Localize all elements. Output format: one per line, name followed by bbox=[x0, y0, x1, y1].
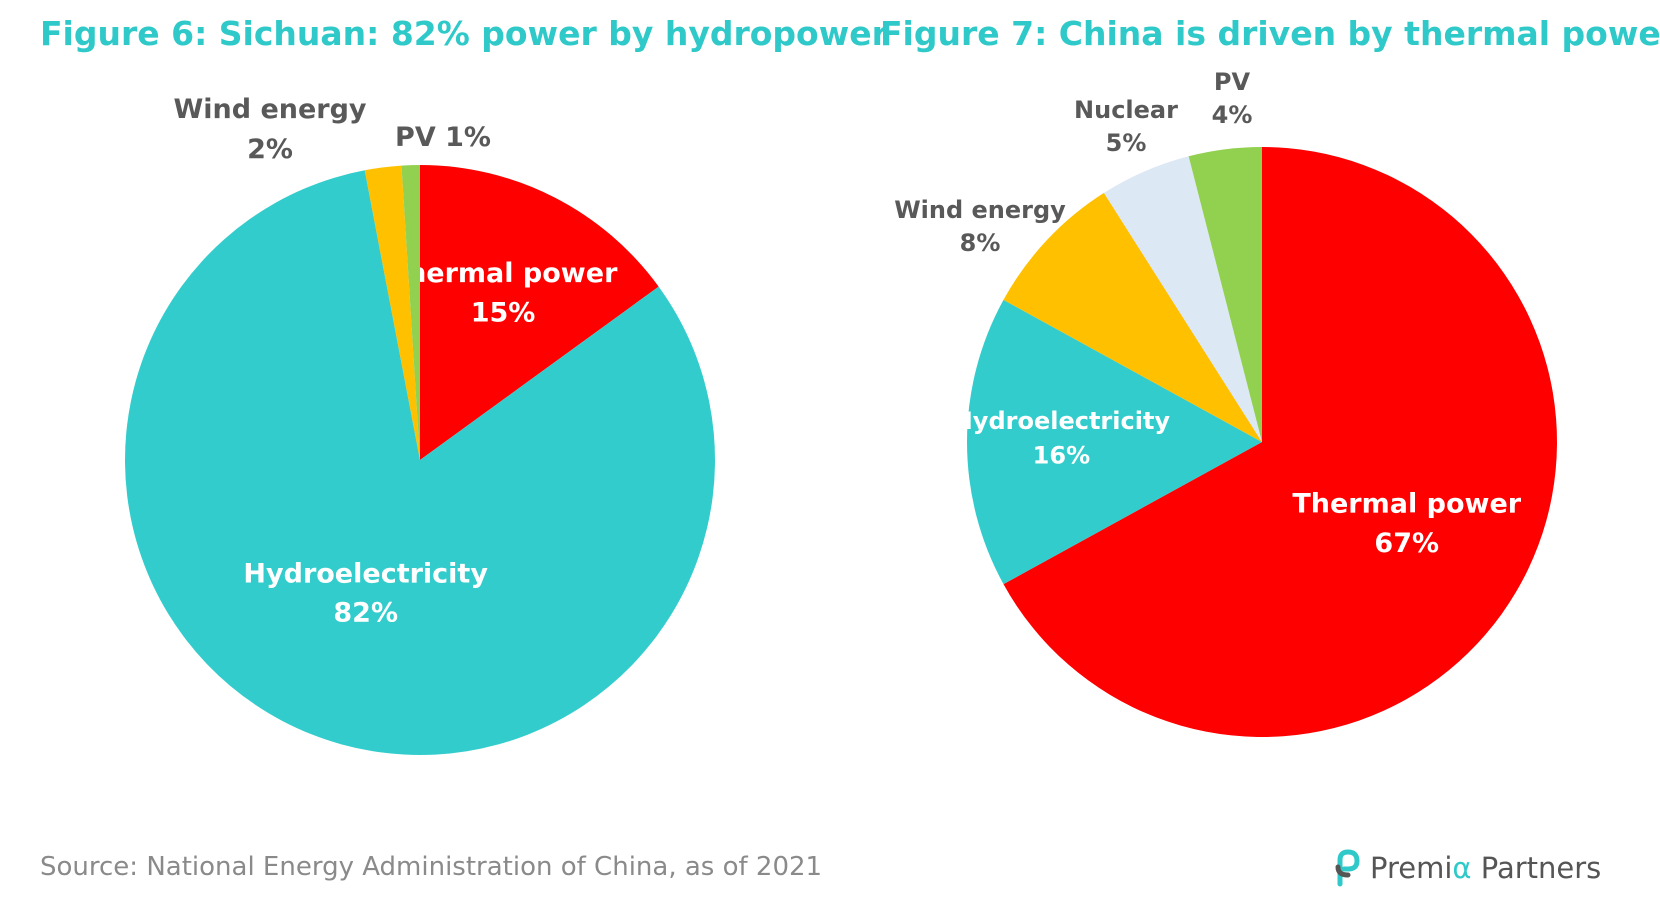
pie-chart-figure-6: Thermal power 15% Hydroelectricity 82% Wind … bbox=[125, 94, 716, 756]
label-hydroelectricity-name: Hydroelectricity bbox=[243, 558, 488, 589]
label-thermal-power-name: Thermal power bbox=[1292, 489, 1521, 520]
label-wind-energy-name: Wind energy bbox=[894, 196, 1066, 224]
pie-slice-hydroelectricity bbox=[966, 299, 1262, 585]
label-wind-energy-value: 8% bbox=[960, 229, 1001, 257]
label-thermal-power-value: 67% bbox=[1374, 528, 1439, 559]
pie-slice-pv bbox=[1188, 147, 1262, 442]
figure-7-title: Figure 7: China is driven by thermal pow… bbox=[880, 14, 1660, 53]
pie-slice-hydroelectricity bbox=[125, 170, 716, 756]
pie-slice-pv bbox=[401, 164, 420, 460]
pie-slice-wind-energy bbox=[364, 165, 420, 460]
logo-wordmark: Premiα Partners bbox=[1370, 851, 1602, 885]
label-hydroelectricity-name: Hydroelectricity bbox=[953, 407, 1171, 435]
pie-chart-figure-7: Thermal power 67% Hydroelectricity 16% Wind … bbox=[894, 68, 1557, 738]
label-hydroelectricity-value: 82% bbox=[333, 597, 398, 628]
pie-slice-thermal-power bbox=[1003, 147, 1557, 738]
label-thermal-power-name: Thermal power bbox=[389, 258, 618, 289]
label-wind-energy-value: 2% bbox=[247, 134, 293, 165]
pie-slice-wind-energy bbox=[1003, 192, 1262, 442]
pie-slice-thermal-power bbox=[420, 165, 659, 460]
label-nuclear-value: 5% bbox=[1106, 129, 1147, 157]
label-pv: PV 1% bbox=[395, 122, 491, 153]
label-hydroelectricity-value: 16% bbox=[1033, 442, 1090, 470]
label-pv-name: PV bbox=[1214, 68, 1251, 96]
pie-charts: Thermal power 15% Hydroelectricity 82% Wind … bbox=[125, 68, 1557, 756]
label-nuclear-name: Nuclear bbox=[1074, 96, 1178, 124]
source-note: Source: National Energy Administration o… bbox=[40, 852, 823, 882]
label-wind-energy-name: Wind energy bbox=[173, 94, 366, 125]
premia-logo-icon bbox=[1335, 849, 1360, 887]
label-pv-value: 4% bbox=[1212, 101, 1253, 129]
pie-slice-nuclear bbox=[1103, 156, 1262, 442]
premia-partners-logo: Premiα Partners bbox=[1330, 848, 1601, 888]
label-thermal-power-value: 15% bbox=[471, 297, 536, 328]
figure-6-title: Figure 6: Sichuan: 82% power by hydropow… bbox=[40, 14, 888, 53]
